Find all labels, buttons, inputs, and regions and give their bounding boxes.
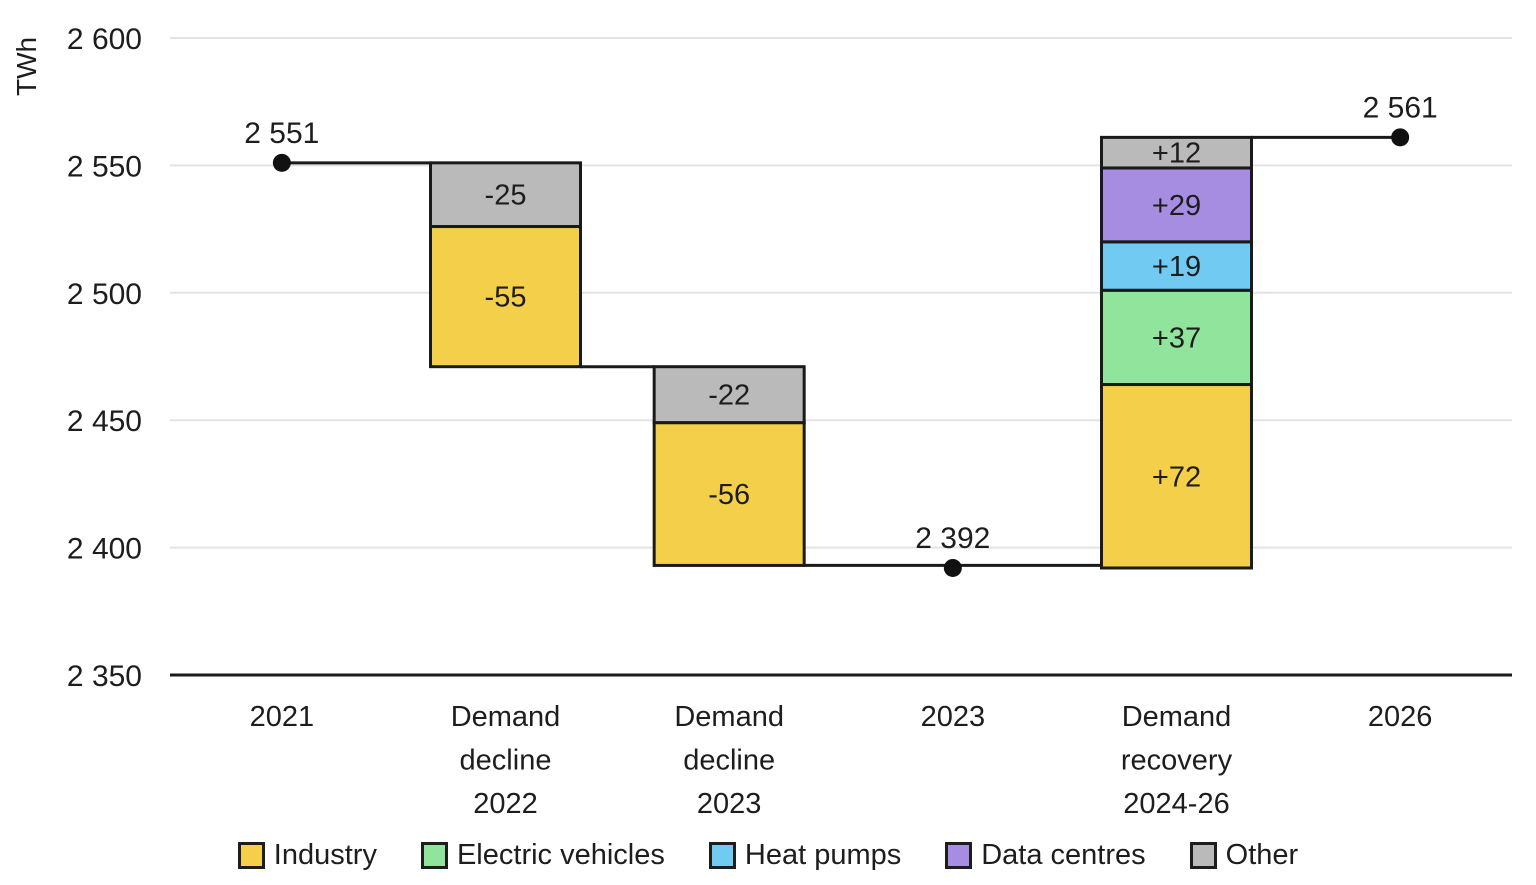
segment-value-label: -25 [485, 180, 527, 212]
bar-segment-electric-vehicles[interactable] [1100, 288, 1253, 387]
legend-item-industry[interactable]: Industry [237, 838, 377, 872]
legend-swatch-industry [237, 841, 265, 869]
legend-swatch-electric-vehicles [420, 841, 448, 869]
chart-canvas: 2 600 2 550 2 500 2 450 2 400 2 350 TWh -25 -55 -… [11, 23, 1512, 820]
segment-value-label: -55 [485, 282, 527, 314]
x-axis-label: decline [683, 745, 775, 777]
y-tick-label: 2 500 [67, 278, 142, 311]
segment-value-label: +29 [1152, 190, 1201, 222]
x-axis-label: 2024-26 [1123, 788, 1229, 820]
x-axis-label: decline [460, 745, 552, 777]
total-marker-dot[interactable] [1391, 128, 1410, 147]
bar-segment-industry[interactable] [1100, 383, 1253, 570]
x-axis-label: 2022 [473, 788, 538, 820]
y-tick-label: 2 450 [67, 405, 142, 438]
y-tick-label: 2 600 [67, 23, 142, 56]
legend-swatch-other [1189, 841, 1217, 869]
bar-segment-other[interactable] [429, 161, 582, 229]
bar-segment-data-centres[interactable] [1100, 166, 1253, 244]
x-axis-label: 2021 [250, 701, 315, 733]
x-axis-label: Demand [1122, 701, 1232, 733]
x-axis-label: recovery [1121, 745, 1233, 777]
legend-item-other[interactable]: Other [1189, 838, 1299, 872]
total-marker-dot[interactable] [272, 153, 291, 172]
bar-segment-industry[interactable] [429, 225, 582, 369]
segment-value-label: +12 [1152, 138, 1201, 170]
legend-item-data-centres[interactable]: Data centres [945, 838, 1146, 872]
segment-value-label: +19 [1152, 251, 1201, 283]
legend-item-electric-vehicles[interactable]: Electric vehicles [420, 838, 665, 872]
y-tick-label: 2 400 [67, 533, 142, 566]
x-axis-label: Demand [451, 701, 561, 733]
legend-item-heat-pumps[interactable]: Heat pumps [708, 838, 902, 872]
y-tick-label: 2 350 [67, 660, 142, 693]
total-marker-dot[interactable] [943, 558, 962, 577]
y-tick-label: 2 550 [67, 150, 142, 183]
x-axis-label: 2023 [697, 788, 762, 820]
legend-label: Other [1225, 838, 1299, 871]
x-axis-label: Demand [674, 701, 784, 733]
legend-label: Data centres [981, 838, 1146, 871]
segment-value-label: +37 [1152, 322, 1201, 354]
legend-label: Electric vehicles [456, 838, 665, 871]
legend-label: Industry [273, 838, 377, 871]
legend-label: Heat pumps [744, 838, 902, 871]
segment-value-label: -56 [708, 479, 750, 511]
total-value-label: 2 561 [1363, 91, 1438, 124]
legend-swatch-heat-pumps [708, 841, 736, 869]
bar-segment-other[interactable] [1100, 135, 1253, 170]
segment-value-label: +72 [1152, 461, 1201, 493]
x-axis-label: 2026 [1368, 701, 1433, 733]
legend-swatch-data-centres [945, 841, 973, 869]
total-value-label: 2 551 [244, 117, 319, 150]
y-axis-unit-label: TWh [11, 37, 42, 96]
x-axis-label: 2023 [921, 701, 986, 733]
total-value-label: 2 392 [915, 522, 990, 555]
chart-legend: Industry Electric vehicles Heat pumps Data … [0, 830, 1536, 880]
segment-value-label: -22 [708, 380, 750, 412]
bar-segment-heat-pumps[interactable] [1100, 240, 1253, 292]
bar-segment-industry[interactable] [652, 421, 806, 567]
